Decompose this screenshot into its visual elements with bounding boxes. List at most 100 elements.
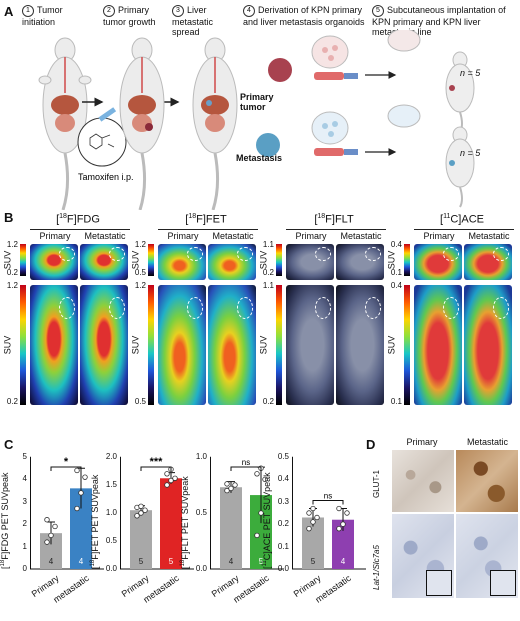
data-point [164,471,170,477]
suv-max-label: 1.2 [6,240,18,249]
data-point [44,539,50,545]
y-tick-label: 0 [22,564,27,573]
step-1: 1 Tumor initiation [22,5,92,27]
y-tick-label: 0.2 [277,519,289,529]
n-label-metastasis: n = 5 [460,148,481,158]
ihc-row-glut1: GLUT-1 [372,469,381,498]
ihc-lat1-primary-inset [426,570,452,596]
significance-bracket [230,466,262,471]
pet-coronal-primary [158,285,206,405]
pet-tracer-title: [18F]FLT [282,213,386,226]
pet-axial-primary [286,244,334,280]
bar-chart-3: 4 5 ns [210,456,284,570]
suv-min-label: 0.2 [6,397,18,406]
y-tick-label: 1.0 [195,452,207,461]
pet-col-primary: Primary [423,231,455,241]
n-label: 5 [259,557,264,566]
mouse-illustration-3 [192,37,238,210]
pet-tracer-title: [18F]FDG [26,213,130,226]
primary-tumor-blob [268,58,292,82]
y-tick-label: 0.1 [277,541,289,551]
ihc-lat1-metastatic [456,514,518,598]
y-tick-label: 3 [22,496,27,506]
data-point [254,471,260,477]
y-tick-label: 0.5 [277,452,289,461]
tumor-outline [365,297,381,319]
suv-axis-label: SUV [130,250,141,270]
suv-min-label: 0.2 [262,397,274,406]
pet-coronal-primary [286,285,334,405]
bar-primary [220,487,242,569]
data-point [306,525,312,532]
data-point [134,513,140,519]
tumor-outline [315,247,331,261]
suv-max-label: 1.2 [134,281,146,290]
tumor-outline [365,247,381,261]
pet-col-primary: Primary [167,231,199,241]
step-2-number: 2 [103,5,115,17]
suv-min-label: 0.2 [6,268,18,277]
suv-colorbar-top [404,244,410,276]
data-point [306,510,312,516]
tracer-rule [30,229,130,230]
y-tick-label: 5 [22,452,27,461]
step-4-text: Derivation of KPN primary and liver meta… [243,5,365,27]
mouse-illustration-2 [119,37,165,210]
mouse-illustration-1 [38,37,92,210]
data-point [168,477,174,484]
tamoxifen-label: Tamoxifen i.p. [78,172,134,182]
data-point [224,481,230,487]
tracer-rule [286,229,386,230]
significance-label: ns [242,458,250,467]
panel-label-b: B [4,210,14,225]
pet-axial-primary [158,244,206,280]
tracer-isotope-mass: 11 [443,213,451,220]
recipient-mouse-metastasis [445,126,475,208]
tumor-outline [315,297,331,319]
y-tick-label: 0.5 [195,508,207,517]
data-point [48,532,54,539]
data-point [310,519,316,525]
y-tick-label: 0.5 [105,536,117,545]
n-label: 4 [341,557,346,566]
y-tick-label: 1.0 [105,508,117,517]
data-point [74,467,80,474]
data-point [336,525,342,532]
y-tick-label: 0.0 [195,564,207,573]
pet-coronal-metastatic [208,285,256,405]
suv-axis-label: SUV [258,335,269,355]
tumor-outline [493,297,509,319]
pet-coronal-metastatic [80,285,128,405]
n-label: 4 [49,557,54,566]
metastasis-label: Metastasis [236,153,283,163]
n-label: 4 [79,557,84,566]
significance-label: ns [324,492,332,501]
y-tick-label: 2.0 [105,452,117,461]
step-3-number: 3 [172,5,184,17]
suv-axis-label: SUV [386,250,397,270]
pet-axial-metastatic [208,244,256,280]
ihc-glut1-primary [392,450,454,512]
pet-col-metastatic: Metastatic [468,231,510,241]
suv-max-label: 0.4 [390,240,402,249]
primary-well [387,30,421,52]
data-point [164,482,170,488]
y-tick-label: 0.3 [277,496,289,506]
tracer-rule [414,229,514,230]
primary-tumor-label: Primary tumor [240,92,274,112]
data-point [340,521,346,527]
suv-colorbar-top [276,244,282,276]
data-point [262,476,268,483]
tumor-outline [109,297,125,319]
tamoxifen-inset [77,107,127,167]
data-point [254,532,260,539]
suv-max-label: 1.2 [134,240,146,249]
tracer-rule [158,229,258,230]
bar-metastatic [160,478,182,569]
metastasis-blob [256,133,280,157]
y-axis-label: [11C]ACE PET SUVpeak [262,472,272,569]
suv-min-label: 0.5 [134,397,146,406]
y-tick-label: 4 [22,474,27,484]
n-label: 4 [229,557,234,566]
data-point [344,510,350,516]
